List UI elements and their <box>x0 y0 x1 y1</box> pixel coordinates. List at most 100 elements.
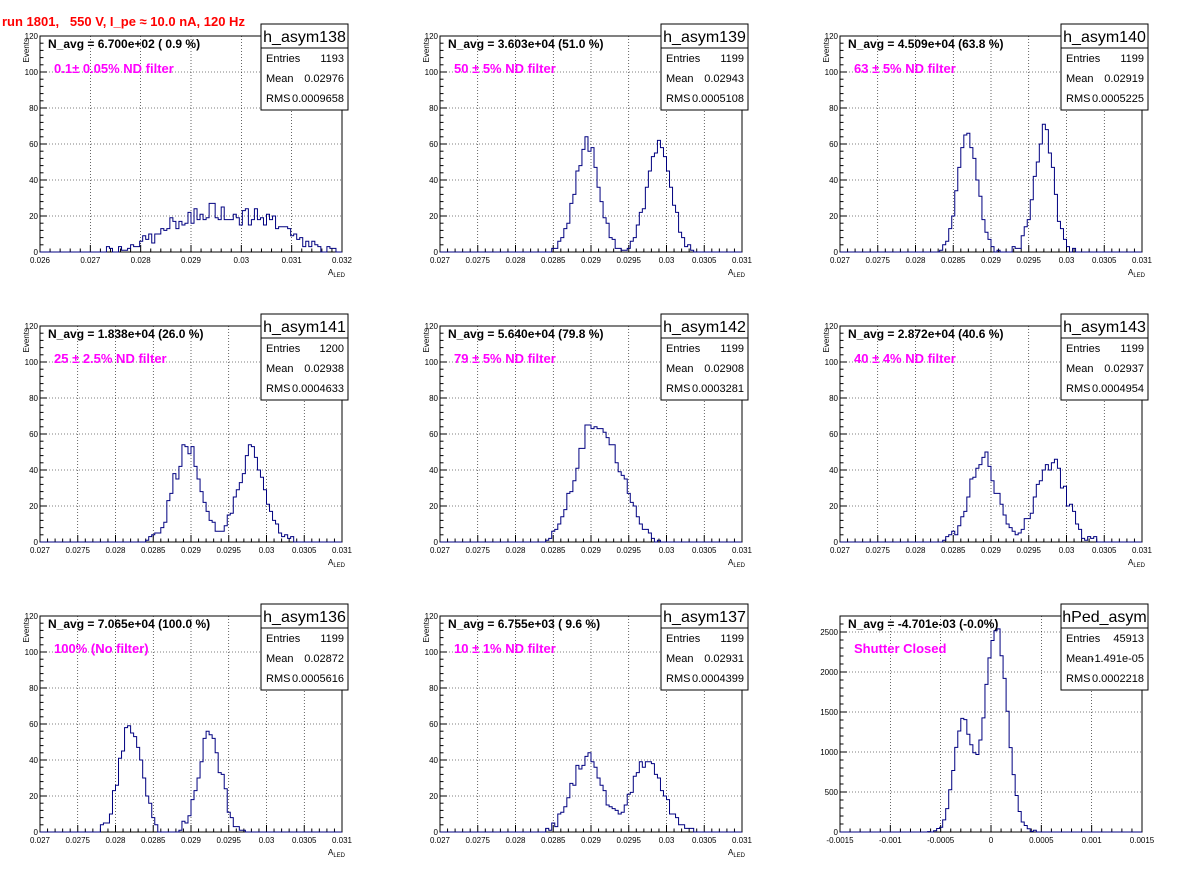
stats-key: Mean <box>1066 73 1094 85</box>
tick-label-x: 0.027 <box>30 546 51 555</box>
histogram-line <box>840 123 1142 253</box>
tick-label-y: 40 <box>429 176 438 185</box>
tick-label-x: 0.031 <box>732 836 753 845</box>
stats-value: 0.02938 <box>304 363 344 375</box>
tick-label-y: 20 <box>429 502 438 511</box>
histogram-line <box>840 628 1142 833</box>
page-title: run 1801, 550 V, I_pe ≈ 10.0 nA, 120 Hz <box>2 14 245 29</box>
tick-label-y: 100 <box>25 358 39 367</box>
stats-key: Mean <box>666 653 694 665</box>
navg-label: N_avg = 2.872e+04 (40.6 %) <box>848 327 1003 341</box>
tick-label-x: 0.032 <box>332 256 353 265</box>
tick-label-x: 0.0295 <box>1017 256 1042 265</box>
tick-label-y: 80 <box>429 684 438 693</box>
tick-label-y: 2000 <box>820 668 838 677</box>
tick-label-y: 40 <box>29 466 38 475</box>
tick-label-x: 0.0275 <box>866 546 891 555</box>
stats-value: 1199 <box>720 633 744 645</box>
stats-box <box>260 337 349 401</box>
x-axis-label: ALED <box>328 848 346 859</box>
panel-h_asym140: 0.027 0.0275 0.028 0.0285 0.029 0.0295 0.03 0.0… <box>822 23 1153 279</box>
histogram-name: h_asym138 <box>263 29 346 46</box>
tick-label-x: 0.027 <box>430 836 451 845</box>
y-axis-label: Events <box>22 328 31 352</box>
stats-key: Entries <box>1066 53 1101 65</box>
stats-key: Entries <box>266 633 301 645</box>
tick-label-x: 0.031 <box>282 256 303 265</box>
tick-label-x: -0.0015 <box>826 836 854 845</box>
histogram-name: h_asym143 <box>1063 319 1146 336</box>
tick-label-x: 0.0275 <box>466 546 491 555</box>
stats-key: RMS <box>666 383 690 395</box>
x-axis-label: ALED <box>328 268 346 279</box>
stats-key: Mean <box>666 363 694 375</box>
tick-label-x: 0.027 <box>80 256 101 265</box>
tick-label-x: 0.0285 <box>541 836 566 845</box>
tick-label-x: 0.0305 <box>1092 546 1117 555</box>
tick-label-x: 0.029 <box>581 836 602 845</box>
tick-label-x: 0.031 <box>332 546 353 555</box>
stats-key: RMS <box>266 383 290 395</box>
tick-label-x: 0.0285 <box>541 546 566 555</box>
y-axis-label: Events <box>422 618 431 642</box>
tick-label-y: 40 <box>29 176 38 185</box>
stats-key: RMS <box>266 93 290 105</box>
tick-label-y: 0 <box>834 828 839 837</box>
tick-label-y: 100 <box>425 648 439 657</box>
stats-value: 1199 <box>1120 343 1144 355</box>
histogram-line <box>40 725 342 833</box>
tick-label-x: 0.0285 <box>941 256 966 265</box>
stats-value: 0.0004633 <box>292 383 344 395</box>
histogram-line <box>840 451 1142 543</box>
stats-value: -1.491e-05 <box>1091 653 1144 665</box>
stats-box <box>660 337 749 401</box>
filter-annotation: 50 ± 5% ND filter <box>454 61 556 76</box>
tick-label-y: 20 <box>29 502 38 511</box>
stats-box <box>660 47 749 111</box>
tick-label-y: 60 <box>829 430 838 439</box>
tick-label-x: 0.03 <box>1059 546 1075 555</box>
tick-label-y: 0 <box>434 248 439 257</box>
x-axis-label: ALED <box>1128 558 1146 569</box>
tick-label-x: 0.03 <box>1059 256 1075 265</box>
stats-key: Mean <box>666 73 694 85</box>
tick-label-y: 40 <box>429 466 438 475</box>
tick-label-x: 0.0305 <box>1092 256 1117 265</box>
tick-label-x: 0.029 <box>981 546 1002 555</box>
navg-label: N_avg = -4.701e-03 (-0.0%) <box>848 617 998 631</box>
tick-label-x: 0.029 <box>181 546 202 555</box>
stats-value: 0.02908 <box>704 363 744 375</box>
tick-label-x: 0.0275 <box>66 836 91 845</box>
stats-key: Mean <box>266 653 294 665</box>
tick-label-x: 0.0005 <box>1029 836 1054 845</box>
tick-label-x: 0.03 <box>259 836 275 845</box>
panel-h_asym137: 0.027 0.0275 0.028 0.0285 0.029 0.0295 0.03 0.0… <box>422 603 753 859</box>
tick-label-x: 0.026 <box>30 256 51 265</box>
tick-label-x: 0.03 <box>659 836 675 845</box>
tick-label-y: 80 <box>829 394 838 403</box>
stats-key: Entries <box>666 53 701 65</box>
stats-value: 1193 <box>320 53 344 65</box>
tick-label-x: 0.001 <box>1082 836 1103 845</box>
tick-label-y: 60 <box>429 720 438 729</box>
tick-label-y: 80 <box>29 394 38 403</box>
histogram-name: h_asym137 <box>663 609 746 626</box>
histogram-name: h_asym142 <box>663 319 746 336</box>
tick-label-y: 100 <box>25 648 39 657</box>
stats-box <box>1060 627 1149 691</box>
navg-label: N_avg = 5.640e+04 (79.8 %) <box>448 327 603 341</box>
x-axis-label: ALED <box>328 558 346 569</box>
tick-label-y: 100 <box>425 358 439 367</box>
stats-key: Entries <box>266 53 301 65</box>
tick-label-x: 0.0015 <box>1130 836 1155 845</box>
filter-annotation: 63 ± 5% ND filter <box>854 61 956 76</box>
stats-key: Entries <box>1066 633 1101 645</box>
stats-box <box>260 627 349 691</box>
tick-label-x: 0.03 <box>659 256 675 265</box>
tick-label-x: 0.0285 <box>941 546 966 555</box>
stats-key: Entries <box>266 343 301 355</box>
navg-label: N_avg = 7.065e+04 (100.0 %) <box>48 617 210 631</box>
tick-label-x: 0.0275 <box>66 546 91 555</box>
tick-label-y: 120 <box>25 32 39 41</box>
